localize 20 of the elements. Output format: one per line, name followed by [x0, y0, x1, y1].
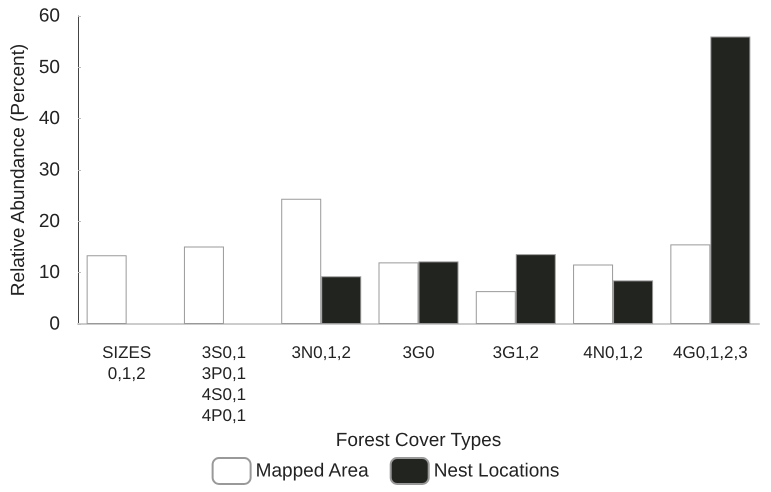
- x-tick-label: 3G1,2: [492, 343, 539, 362]
- y-axis-title: Relative Abundance (Percent): [8, 44, 29, 296]
- y-tick-label: 30: [38, 160, 60, 180]
- x-axis-title: Forest Cover Types: [336, 430, 502, 451]
- x-tick-label: 3N0,1,2: [291, 343, 351, 362]
- x-tick-label: 3S0,1 3P0,1 4S0,1 4P0,1: [202, 343, 246, 425]
- legend-label: Nest Locations: [434, 460, 560, 482]
- x-tick-label: 4N0,1,2: [583, 343, 643, 362]
- x-tick-label: SIZES 0,1,2: [102, 343, 152, 383]
- y-tick-label: 50: [38, 56, 60, 78]
- y-tick-label: 60: [38, 6, 60, 26]
- x-tick-label: 4G0,1,2,3: [673, 343, 748, 362]
- y-tick-label: 20: [38, 210, 60, 232]
- legend-label: Mapped Area: [256, 460, 370, 482]
- y-tick-label: 10: [38, 262, 60, 284]
- bar: [86, 255, 127, 324]
- x-tick-label: 3G0: [402, 343, 435, 362]
- y-tick-label: 0: [49, 314, 60, 334]
- bar: [184, 246, 224, 324]
- y-tick-label: 40: [38, 108, 60, 130]
